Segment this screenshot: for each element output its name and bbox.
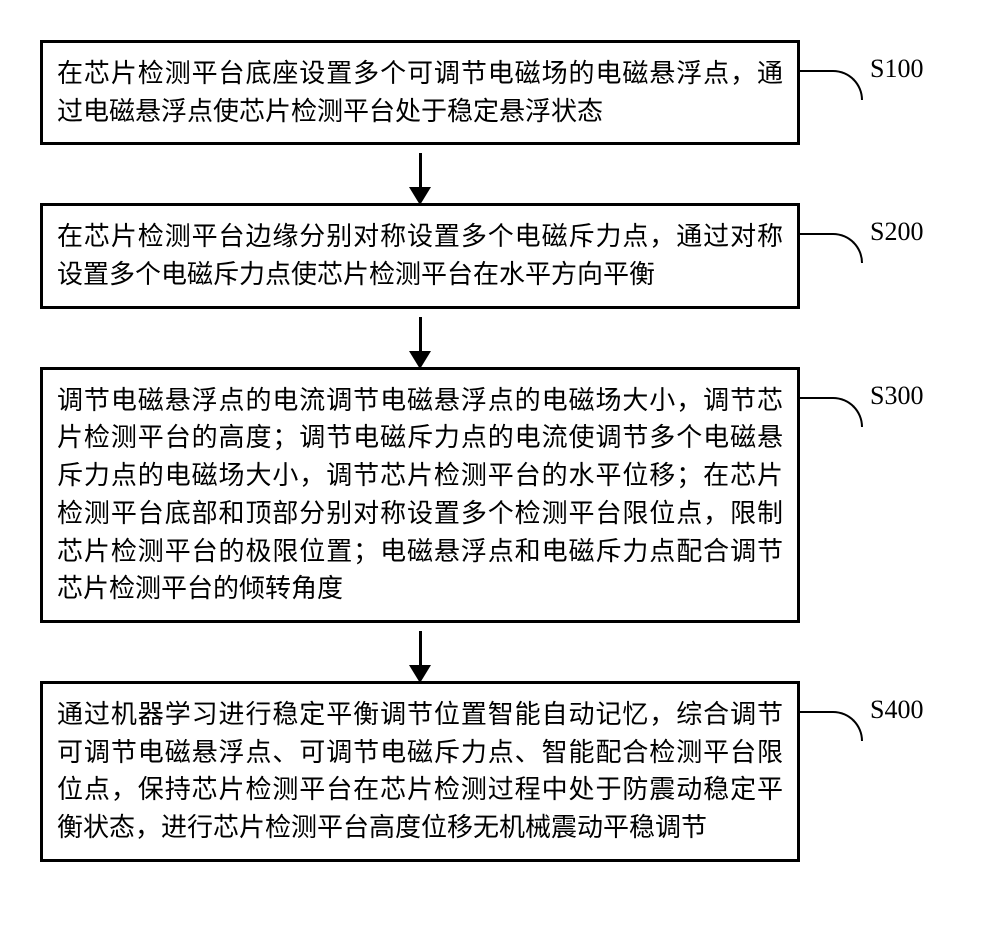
step-text: 在芯片检测平台边缘分别对称设置多个电磁斥力点，通过对称设置多个电磁斥力点使芯片检… <box>57 222 783 289</box>
connector-curve <box>798 711 863 741</box>
step-text: 通过机器学习进行稳定平衡调节位置智能自动记忆，综合调节可调节电磁悬浮点、可调节电… <box>57 700 783 842</box>
step-row: 通过机器学习进行稳定平衡调节位置智能自动记忆，综合调节可调节电磁悬浮点、可调节电… <box>40 681 960 862</box>
connector-curve <box>798 233 863 263</box>
step-row: 调节电磁悬浮点的电流调节电磁悬浮点的电磁场大小，调节芯片检测平台的高度；调节电磁… <box>40 367 960 623</box>
step-text: 调节电磁悬浮点的电流调节电磁悬浮点的电磁场大小，调节芯片检测平台的高度；调节电磁… <box>57 386 783 603</box>
step-label: S400 <box>870 695 923 725</box>
label-connector: S300 <box>800 367 960 407</box>
arrow-down <box>40 145 800 203</box>
step-label: S200 <box>870 217 923 247</box>
connector-curve <box>798 397 863 427</box>
step-text: 在芯片检测平台底座设置多个可调节电磁场的电磁悬浮点，通过电磁悬浮点使芯片检测平台… <box>57 59 783 126</box>
step-label: S300 <box>870 381 923 411</box>
step-box-s200: 在芯片检测平台边缘分别对称设置多个电磁斥力点，通过对称设置多个电磁斥力点使芯片检… <box>40 203 800 308</box>
flowchart-diagram: 在芯片检测平台底座设置多个可调节电磁场的电磁悬浮点，通过电磁悬浮点使芯片检测平台… <box>0 20 1000 882</box>
label-connector: S200 <box>800 203 960 243</box>
step-row: 在芯片检测平台底座设置多个可调节电磁场的电磁悬浮点，通过电磁悬浮点使芯片检测平台… <box>40 40 960 145</box>
label-connector: S400 <box>800 681 960 721</box>
label-connector: S100 <box>800 40 960 80</box>
step-box-s300: 调节电磁悬浮点的电流调节电磁悬浮点的电磁场大小，调节芯片检测平台的高度；调节电磁… <box>40 367 800 623</box>
arrow-down <box>40 623 800 681</box>
connector-curve <box>798 70 863 100</box>
step-box-s100: 在芯片检测平台底座设置多个可调节电磁场的电磁悬浮点，通过电磁悬浮点使芯片检测平台… <box>40 40 800 145</box>
step-label: S100 <box>870 54 923 84</box>
arrow-down <box>40 309 800 367</box>
step-row: 在芯片检测平台边缘分别对称设置多个电磁斥力点，通过对称设置多个电磁斥力点使芯片检… <box>40 203 960 308</box>
step-box-s400: 通过机器学习进行稳定平衡调节位置智能自动记忆，综合调节可调节电磁悬浮点、可调节电… <box>40 681 800 862</box>
